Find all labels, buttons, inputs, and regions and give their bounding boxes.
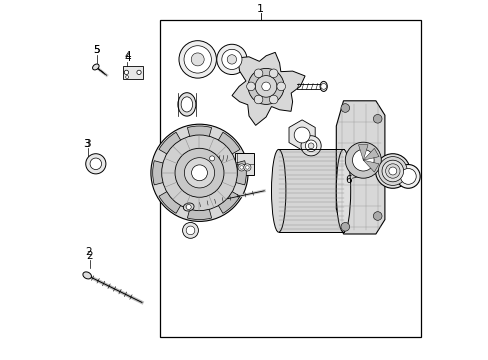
Ellipse shape [83, 272, 91, 279]
Circle shape [254, 95, 263, 104]
Wedge shape [159, 188, 184, 213]
Circle shape [191, 53, 204, 66]
Circle shape [182, 222, 198, 238]
Polygon shape [288, 120, 315, 150]
Text: 2: 2 [85, 247, 92, 257]
Text: 3: 3 [83, 139, 90, 149]
Text: 1: 1 [257, 4, 264, 14]
Circle shape [125, 76, 128, 78]
Wedge shape [214, 188, 240, 213]
Ellipse shape [208, 154, 215, 162]
Text: 4: 4 [124, 53, 131, 63]
Circle shape [175, 148, 224, 197]
Circle shape [373, 114, 381, 123]
Circle shape [245, 166, 249, 169]
Circle shape [375, 154, 409, 188]
Bar [160, 20, 420, 337]
Circle shape [246, 82, 255, 91]
Circle shape [183, 46, 211, 73]
Circle shape [385, 164, 399, 178]
Ellipse shape [92, 64, 99, 70]
Polygon shape [232, 52, 305, 125]
Circle shape [90, 158, 102, 170]
Ellipse shape [183, 203, 194, 211]
Circle shape [378, 157, 407, 185]
Circle shape [179, 41, 216, 78]
Circle shape [352, 149, 373, 171]
Circle shape [209, 156, 214, 161]
Circle shape [301, 136, 321, 156]
Circle shape [276, 82, 285, 91]
Circle shape [186, 204, 191, 210]
Circle shape [294, 127, 309, 143]
Ellipse shape [181, 97, 192, 112]
Circle shape [162, 135, 237, 211]
Circle shape [184, 158, 214, 188]
Circle shape [216, 44, 246, 75]
Polygon shape [363, 148, 378, 160]
Bar [278, 149, 343, 232]
Wedge shape [228, 161, 246, 185]
Circle shape [400, 168, 415, 184]
Circle shape [137, 70, 141, 75]
Text: 5: 5 [93, 45, 100, 55]
Circle shape [340, 222, 349, 231]
Bar [122, 66, 142, 79]
Circle shape [373, 212, 381, 220]
Wedge shape [214, 132, 240, 158]
Circle shape [340, 104, 349, 112]
Text: 3: 3 [84, 139, 91, 149]
Bar [234, 153, 254, 175]
Wedge shape [187, 202, 211, 220]
Ellipse shape [271, 149, 285, 232]
Circle shape [239, 166, 243, 169]
Circle shape [261, 82, 270, 91]
Text: 6: 6 [345, 175, 351, 185]
Circle shape [305, 140, 316, 152]
Polygon shape [363, 160, 378, 172]
Text: 5: 5 [93, 45, 100, 55]
Ellipse shape [336, 149, 350, 232]
Circle shape [85, 154, 106, 174]
Circle shape [345, 142, 381, 178]
Circle shape [254, 69, 263, 78]
Circle shape [191, 165, 207, 181]
Wedge shape [159, 132, 184, 158]
Circle shape [388, 167, 396, 175]
Circle shape [124, 70, 128, 75]
Wedge shape [187, 126, 211, 143]
Ellipse shape [178, 93, 196, 116]
Text: 2: 2 [86, 251, 93, 261]
Circle shape [320, 84, 326, 89]
Circle shape [381, 160, 403, 182]
Circle shape [255, 76, 276, 97]
Circle shape [227, 55, 236, 64]
Circle shape [269, 69, 277, 78]
Wedge shape [152, 161, 170, 185]
Circle shape [307, 143, 313, 149]
Circle shape [151, 124, 247, 221]
Circle shape [222, 49, 242, 69]
Text: 4: 4 [124, 51, 131, 61]
Circle shape [396, 165, 419, 188]
Circle shape [238, 164, 244, 171]
Circle shape [269, 95, 277, 104]
Polygon shape [358, 145, 367, 160]
Circle shape [244, 164, 250, 171]
Circle shape [247, 68, 284, 104]
Circle shape [186, 226, 194, 235]
Text: 7: 7 [383, 175, 389, 185]
Ellipse shape [320, 81, 326, 91]
Polygon shape [336, 101, 384, 234]
